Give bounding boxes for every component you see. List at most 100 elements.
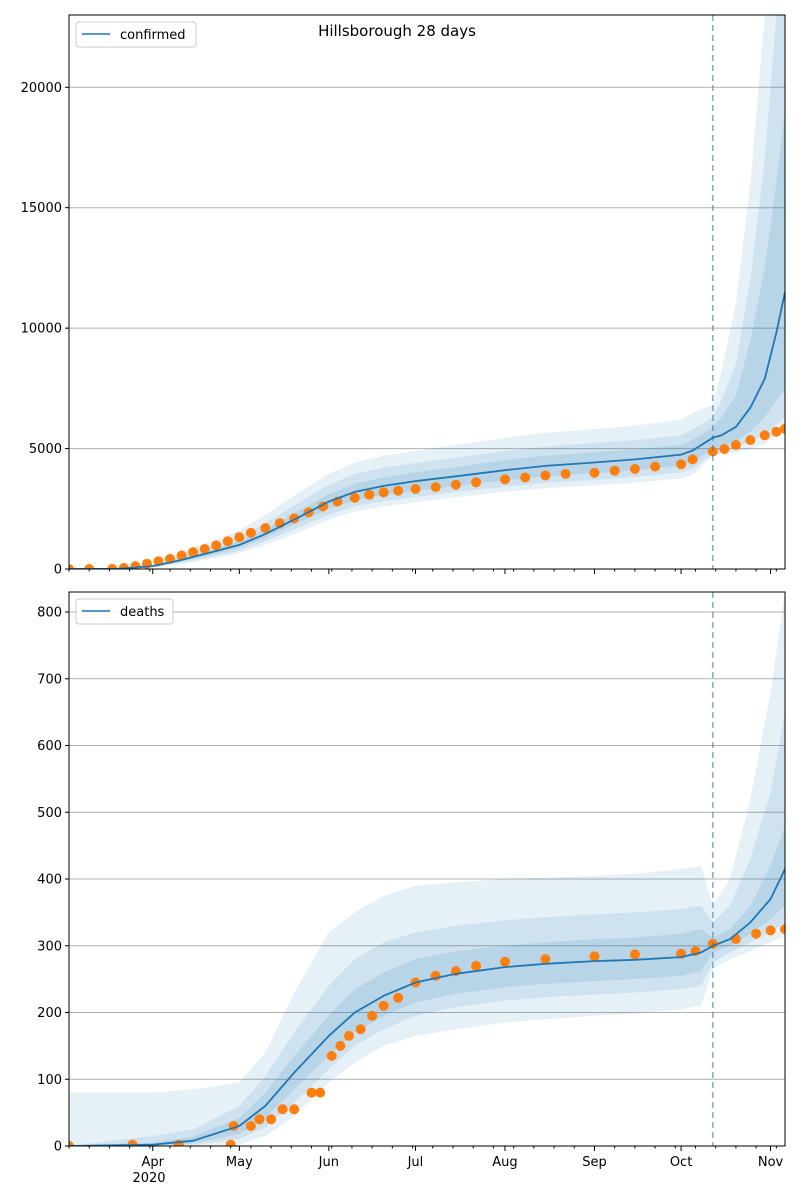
observed-point: [500, 474, 510, 485]
model-median: [69, 291, 785, 569]
y-tick-label: 500: [37, 806, 62, 821]
observed-point: [730, 440, 741, 450]
band-inner: [69, 825, 785, 1146]
x-tick-label: Apr: [141, 1155, 164, 1170]
x-year-label: 2020: [132, 1171, 165, 1186]
observed-point: [107, 563, 118, 569]
band-inner: [69, 111, 785, 569]
observed-point: [676, 459, 687, 470]
observed-point: [629, 949, 640, 960]
y-tick-label: 400: [37, 873, 62, 888]
y-tick-label: 0: [54, 1140, 62, 1155]
y-tick-label: 20000: [21, 81, 62, 96]
observed-point: [254, 1114, 265, 1125]
observed-point: [520, 472, 531, 483]
legend-box: [75, 598, 174, 625]
observed-point: [367, 1010, 378, 1021]
legend-label: confirmed: [120, 28, 186, 43]
grid-lines: [69, 611, 785, 1080]
x-tick-label: Nov: [758, 1155, 784, 1170]
y-axis: 0 100 200 300 400 500 600 700 800: [37, 606, 69, 1155]
observed-point: [759, 430, 770, 441]
observed-point: [69, 1141, 74, 1146]
observed-point: [378, 487, 389, 498]
observed-point: [650, 461, 661, 472]
observed-point: [560, 468, 571, 479]
confirmed-chart-panel: 0 5000 10000 15000 20000 Hillsborough 28 day…: [21, 14, 786, 578]
observed-point: [315, 1087, 326, 1098]
y-tick-label: 200: [37, 1006, 62, 1021]
observed-point: [629, 464, 640, 474]
observed-point: [765, 925, 776, 936]
observed-point: [589, 467, 600, 478]
x-axis: [68, 569, 777, 574]
observed-point: [344, 1030, 354, 1041]
observed-point: [471, 960, 482, 971]
y-axis: 0 5000 10000 15000 20000: [21, 81, 69, 578]
observed-point: [500, 956, 510, 967]
observed-point: [410, 484, 421, 494]
observed-point: [130, 561, 141, 569]
y-tick-label: 0: [54, 563, 62, 578]
observed-point: [707, 446, 718, 457]
observed-point: [188, 547, 199, 558]
observed-point: [326, 1050, 337, 1061]
y-tick-label: 300: [37, 939, 62, 954]
observed-point: [355, 1024, 366, 1035]
plot-area: [69, 592, 785, 1146]
observed-point: [540, 470, 551, 481]
observed-point: [364, 489, 375, 500]
observed-point: [222, 536, 233, 547]
x-tick-label: Aug: [492, 1155, 517, 1170]
observed-point: [393, 485, 404, 496]
legend-box: [75, 21, 197, 48]
observed-point: [69, 564, 74, 569]
observed-point: [266, 1114, 277, 1125]
band-outer: [69, 592, 785, 1146]
median-line: [69, 291, 785, 569]
observed-point: [199, 544, 210, 554]
legend: confirmed: [75, 21, 197, 48]
grid-lines: [69, 86, 785, 450]
observed-point: [780, 423, 785, 434]
observed-point: [609, 465, 620, 476]
observed-point: [277, 1104, 288, 1115]
observed-point: [589, 951, 600, 962]
y-tick-label: 10000: [21, 322, 62, 337]
model-median: [69, 868, 785, 1146]
observed-point: [260, 523, 271, 534]
observed-point: [430, 482, 441, 493]
observed-point: [245, 527, 256, 538]
observed-point: [245, 1121, 256, 1131]
observed-point: [306, 1087, 317, 1098]
x-tick-label: May: [226, 1155, 253, 1170]
plot-frame: [68, 14, 786, 570]
y-tick-label: 100: [37, 1073, 62, 1088]
uncertainty-bands: [69, 15, 785, 569]
band-middle: [69, 712, 785, 1146]
observed-point: [335, 1040, 346, 1051]
y-tick-label: 15000: [21, 201, 62, 216]
observed-point: [730, 934, 741, 945]
observed-points: [69, 924, 785, 1146]
x-tick-label: Jul: [407, 1155, 424, 1170]
observed-point: [751, 928, 762, 939]
deaths-chart-panel: 0 100 200 300 400 500 600 700 800 Apr May Jun Jul Au…: [37, 591, 786, 1186]
observed-point: [225, 1139, 236, 1146]
observed-point: [176, 550, 187, 561]
observed-point: [471, 477, 482, 488]
band-outer: [69, 15, 785, 569]
plot-frame: [68, 591, 786, 1147]
x-tick-label: Jun: [318, 1155, 339, 1170]
uncertainty-bands: [69, 592, 785, 1146]
y-tick-label: 800: [37, 606, 62, 621]
observed-point: [450, 479, 461, 490]
observed-point: [211, 540, 222, 551]
observed-point: [719, 444, 730, 454]
observed-point: [745, 435, 756, 446]
observed-point: [687, 454, 698, 465]
observed-points: [69, 423, 785, 569]
x-tick-label: Sep: [582, 1155, 607, 1170]
observed-point: [393, 992, 404, 1003]
